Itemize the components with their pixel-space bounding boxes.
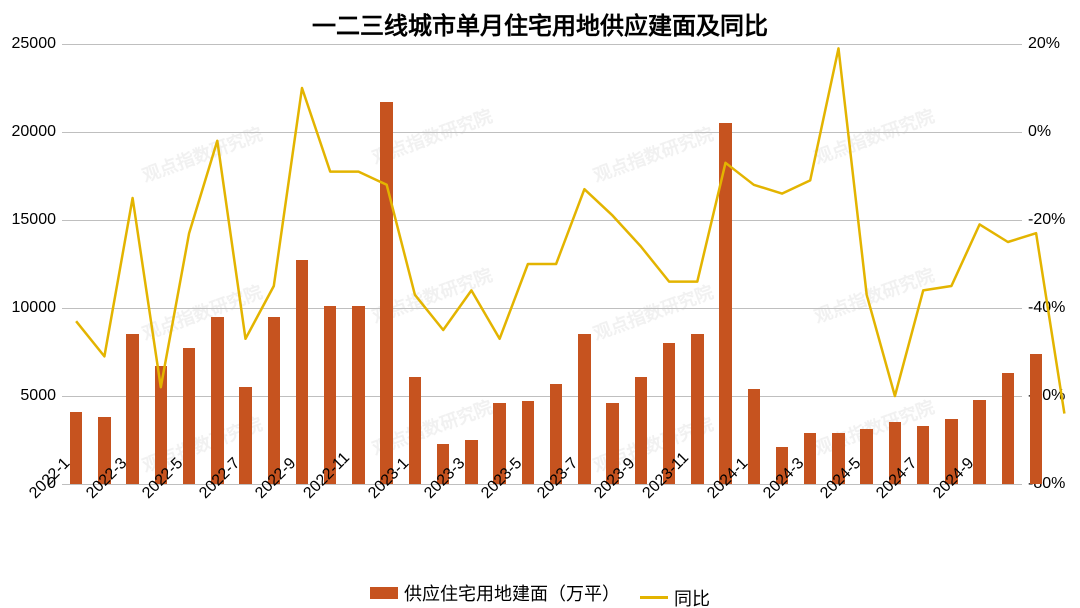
x-tick-label: 2024-3 [760, 455, 808, 503]
y-left-tick-label: 5000 [20, 387, 56, 405]
x-tick-label: 2023-5 [478, 455, 526, 503]
legend-swatch-line [640, 596, 668, 599]
chart-container: 一二三线城市单月住宅用地供应建面及同比 观点指数研究院观点指数研究院观点指数研究… [0, 0, 1080, 608]
x-tick-label: 2022-1 [26, 455, 74, 503]
legend-item: 同比 [640, 585, 710, 608]
y-left-tick-label: 25000 [12, 35, 57, 53]
y-left-tick-label: 20000 [12, 123, 57, 141]
plot-area: 观点指数研究院观点指数研究院观点指数研究院观点指数研究院观点指数研究院观点指数研… [62, 44, 1022, 484]
legend: 供应住宅用地建面（万平） 同比 [0, 580, 1080, 608]
x-tick-label: 2022-5 [139, 455, 187, 503]
bar [1030, 354, 1042, 484]
y-left-tick-label: 15000 [12, 211, 57, 229]
x-tick-label: 2024-9 [930, 455, 978, 503]
x-tick-label: 2022-11 [301, 449, 354, 502]
x-tick-label: 2023-7 [535, 455, 583, 503]
x-tick-label: 2023-9 [591, 455, 639, 503]
x-tick-label: 2024-7 [873, 455, 921, 503]
y-right-tick-label: 20% [1028, 35, 1060, 53]
x-tick-label: 2022-9 [252, 455, 300, 503]
chart-title: 一二三线城市单月住宅用地供应建面及同比 [0, 6, 1080, 41]
x-tick-label: 2023-1 [365, 455, 413, 503]
x-axis-labels-layer: 2022-12022-32022-52022-72022-92022-11202… [62, 44, 1022, 484]
x-tick-label: 2023-11 [640, 449, 693, 502]
legend-label: 供应住宅用地建面（万平） [404, 580, 620, 606]
legend-item: 供应住宅用地建面（万平） [370, 580, 620, 606]
y-right-tick-label: 0% [1028, 123, 1051, 141]
x-tick-label: 2023-3 [422, 455, 470, 503]
x-tick-label: 2024-1 [704, 455, 752, 503]
x-tick-label: 2022-3 [83, 455, 131, 503]
legend-swatch-bar [370, 587, 398, 599]
y-right-tick-label: -20% [1028, 211, 1065, 229]
y-left-tick-label: 10000 [12, 299, 57, 317]
x-tick-label: 2024-5 [817, 455, 865, 503]
legend-label: 同比 [674, 585, 710, 608]
x-tick-label: 2022-7 [196, 455, 244, 503]
